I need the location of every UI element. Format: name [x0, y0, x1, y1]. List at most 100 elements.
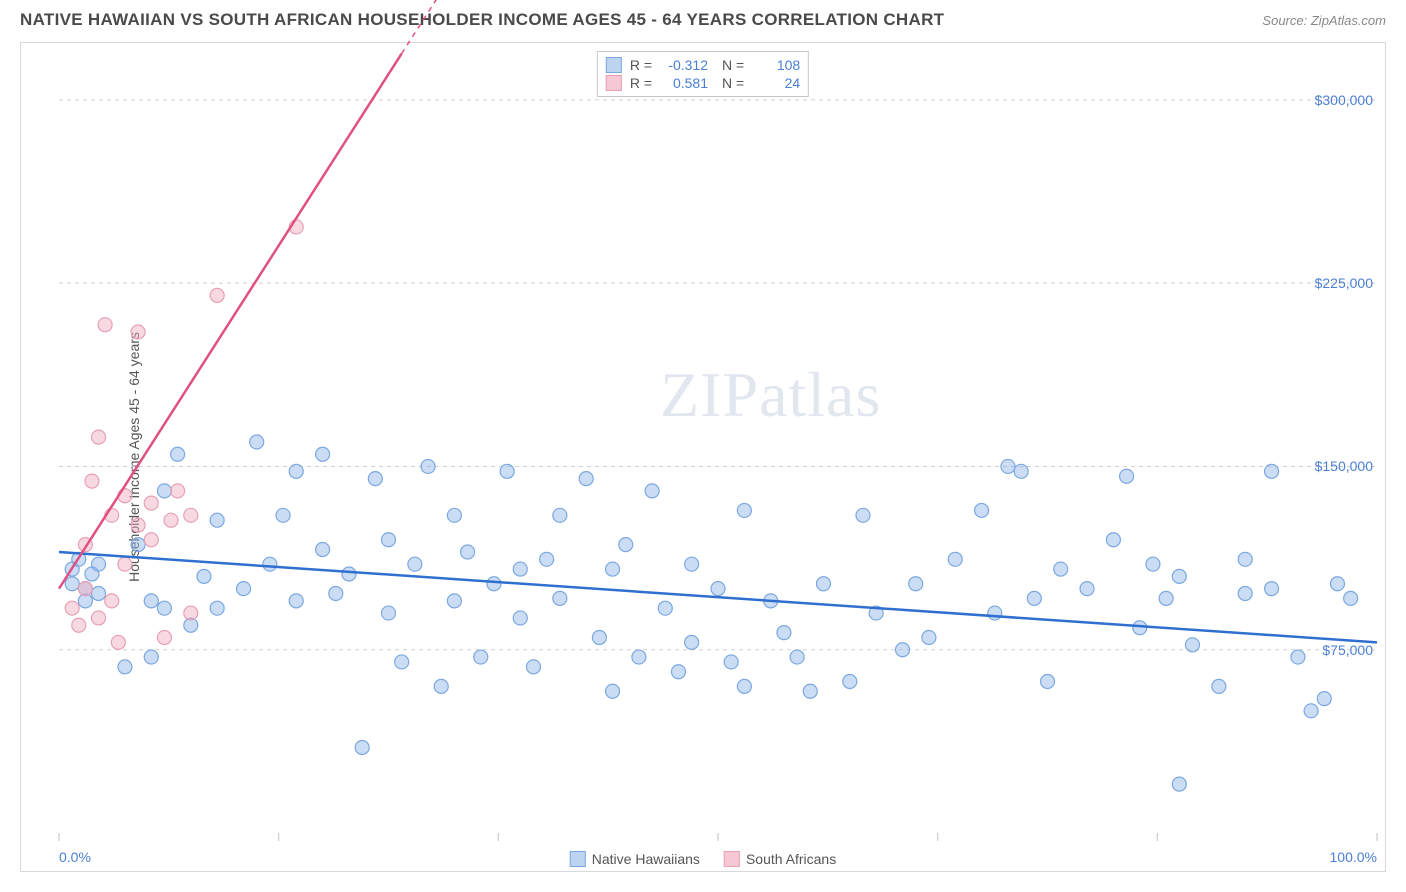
data-point [790, 650, 804, 664]
data-point [909, 577, 923, 591]
data-point [737, 503, 751, 517]
data-point [513, 611, 527, 625]
chart-container: Householder Income Ages 45 - 64 years ZI… [20, 42, 1386, 872]
data-point [474, 650, 488, 664]
data-point [1212, 679, 1226, 693]
data-point [500, 464, 514, 478]
data-point [210, 513, 224, 527]
data-point [685, 635, 699, 649]
data-point [85, 474, 99, 488]
chart-title: NATIVE HAWAIIAN VS SOUTH AFRICAN HOUSEHO… [20, 10, 944, 30]
trend-line [59, 552, 1377, 642]
data-point [92, 587, 106, 601]
legend-label: Native Hawaiians [592, 851, 700, 867]
data-point [922, 631, 936, 645]
data-point [210, 288, 224, 302]
data-point [65, 601, 79, 615]
data-point [513, 562, 527, 576]
data-point [1172, 777, 1186, 791]
data-point [111, 635, 125, 649]
stats-box: R =-0.312N =108R =0.581N =24 [597, 51, 809, 97]
data-point [1291, 650, 1305, 664]
data-point [98, 318, 112, 332]
data-point [78, 582, 92, 596]
data-point [1120, 469, 1134, 483]
data-point [685, 557, 699, 571]
data-point [1133, 621, 1147, 635]
data-point [368, 472, 382, 486]
data-point [658, 601, 672, 615]
data-point [816, 577, 830, 591]
data-point [65, 577, 79, 591]
data-point [553, 591, 567, 605]
data-point [777, 626, 791, 640]
data-point [1238, 587, 1252, 601]
legend-swatch [724, 851, 740, 867]
data-point [157, 631, 171, 645]
data-point [434, 679, 448, 693]
legend: Native Hawaiians South Africans [570, 851, 836, 867]
data-point [92, 557, 106, 571]
data-point [157, 484, 171, 498]
data-point [144, 650, 158, 664]
data-point [632, 650, 646, 664]
data-point [144, 496, 158, 510]
data-point [105, 594, 119, 608]
data-point [329, 587, 343, 601]
data-point [606, 562, 620, 576]
data-point [1159, 591, 1173, 605]
data-point [1265, 464, 1279, 478]
y-tick-label: $300,000 [1315, 92, 1373, 108]
data-point [737, 679, 751, 693]
data-point [250, 435, 264, 449]
data-point [316, 543, 330, 557]
data-point [711, 582, 725, 596]
data-point [144, 594, 158, 608]
data-point [843, 674, 857, 688]
stats-row: R =0.581N =24 [606, 74, 800, 92]
data-point [1014, 464, 1028, 478]
data-point [724, 655, 738, 669]
data-point [1304, 704, 1318, 718]
data-point [619, 538, 633, 552]
data-point [289, 594, 303, 608]
data-point [1080, 582, 1094, 596]
data-point [289, 464, 303, 478]
data-point [592, 631, 606, 645]
data-point [382, 533, 396, 547]
data-point [395, 655, 409, 669]
data-point [526, 660, 540, 674]
data-point [355, 740, 369, 754]
data-point [540, 552, 554, 566]
stats-row: R =-0.312N =108 [606, 56, 800, 74]
data-point [144, 533, 158, 547]
data-point [645, 484, 659, 498]
data-point [856, 508, 870, 522]
data-point [447, 594, 461, 608]
data-point [1054, 562, 1068, 576]
data-point [988, 606, 1002, 620]
x-axis-min: 0.0% [59, 849, 91, 865]
data-point [1001, 459, 1015, 473]
data-point [1041, 674, 1055, 688]
legend-swatch [570, 851, 586, 867]
data-point [461, 545, 475, 559]
data-point [171, 447, 185, 461]
data-point [164, 513, 178, 527]
data-point [210, 601, 224, 615]
data-point [803, 684, 817, 698]
legend-item: South Africans [724, 851, 836, 867]
data-point [118, 489, 132, 503]
data-point [171, 484, 185, 498]
legend-item: Native Hawaiians [570, 851, 700, 867]
source-attribution: Source: ZipAtlas.com [1262, 13, 1386, 28]
data-point [131, 325, 145, 339]
data-point [118, 557, 132, 571]
data-point [72, 618, 86, 632]
data-point [1330, 577, 1344, 591]
data-point [316, 447, 330, 461]
data-point [276, 508, 290, 522]
data-point [1027, 591, 1041, 605]
data-point [1106, 533, 1120, 547]
data-point [1344, 591, 1358, 605]
